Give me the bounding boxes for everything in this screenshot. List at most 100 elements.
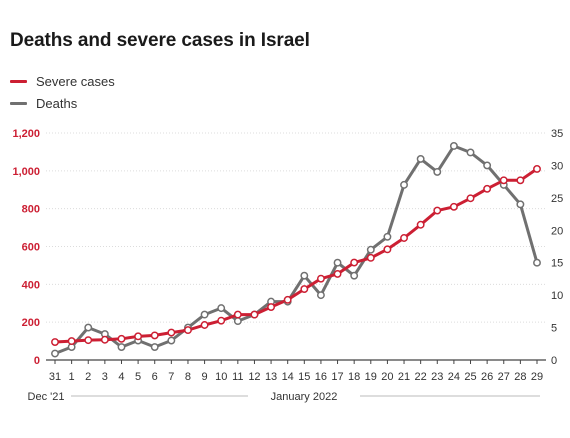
- data-point-deaths: [400, 180, 408, 189]
- data-point-deaths: [383, 232, 392, 241]
- y-axis-left: 0 200 400 600 800 1,000 1,200: [12, 128, 40, 367]
- data-point-deaths: [533, 258, 541, 267]
- x-tick-label: 5: [135, 371, 141, 383]
- data-point-severe-cases: [283, 295, 292, 304]
- x-tick-label: 14: [282, 371, 294, 383]
- period-labels: Dec '21 January 2022: [28, 391, 338, 403]
- x-tick-label: 3: [102, 371, 108, 383]
- data-point-severe-cases: [184, 326, 192, 335]
- data-point-severe-cases: [51, 338, 59, 346]
- data-point-deaths: [466, 148, 475, 157]
- data-point-severe-cases: [250, 310, 259, 319]
- data-point-severe-cases: [516, 176, 525, 185]
- y-left-tick-label: 1,200: [12, 128, 40, 140]
- legend-item-severe-cases: Severe cases: [10, 70, 115, 92]
- y-right-tick-label: 15: [551, 258, 563, 270]
- y-right-tick-label: 25: [551, 193, 563, 205]
- data-point-severe-cases: [433, 206, 442, 215]
- legend-item-deaths: Deaths: [10, 92, 115, 114]
- data-point-deaths: [167, 336, 176, 345]
- data-point-severe-cases: [233, 310, 242, 319]
- data-point-severe-cases: [350, 258, 359, 267]
- data-point-severe-cases: [300, 285, 309, 294]
- data-point-deaths: [433, 167, 442, 176]
- data-point-deaths: [483, 161, 492, 170]
- y-right-tick-label: 5: [551, 323, 557, 335]
- data-point-deaths: [366, 245, 375, 254]
- data-point-severe-cases: [466, 194, 475, 203]
- data-point-severe-cases: [333, 269, 342, 278]
- y-right-tick-label: 35: [551, 128, 563, 140]
- legend-swatch-deaths: [10, 101, 27, 105]
- period-label-dec: Dec '21: [28, 391, 65, 403]
- data-point-deaths: [316, 291, 325, 300]
- data-point-severe-cases: [416, 220, 425, 229]
- data-point-deaths: [300, 271, 309, 280]
- data-point-severe-cases: [67, 337, 76, 346]
- data-point-severe-cases: [400, 234, 408, 242]
- x-tick-label: 16: [315, 371, 327, 383]
- series-line-severe-cases: [53, 167, 539, 344]
- series-points: [51, 142, 541, 358]
- data-point-severe-cases: [449, 202, 458, 211]
- data-point-deaths: [150, 343, 159, 351]
- data-point-severe-cases: [533, 164, 541, 173]
- x-tick-label: 4: [118, 371, 124, 383]
- x-tick-label: 20: [381, 371, 393, 383]
- x-tick-label: 24: [448, 371, 460, 383]
- x-tick-label: 15: [298, 371, 310, 383]
- legend: Severe cases Deaths: [10, 70, 115, 114]
- data-point-severe-cases: [150, 331, 159, 340]
- data-point-severe-cases: [167, 328, 176, 337]
- data-point-severe-cases: [316, 274, 325, 283]
- legend-swatch-severe-cases: [10, 79, 27, 83]
- data-point-deaths: [217, 304, 226, 313]
- data-point-severe-cases: [200, 321, 209, 329]
- y-left-tick-label: 1,000: [12, 166, 40, 178]
- x-tick-label: 25: [464, 371, 476, 383]
- x-tick-label: 19: [365, 371, 377, 383]
- data-point-severe-cases: [134, 332, 143, 341]
- legend-label-deaths: Deaths: [36, 95, 78, 111]
- y-axis-right: 0 5 10 15 20 25 30 35: [551, 128, 563, 367]
- data-point-deaths: [350, 271, 359, 280]
- x-tick-label: 8: [185, 371, 191, 383]
- x-tick-label: 11: [232, 371, 243, 383]
- x-tick-label: 12: [248, 371, 260, 383]
- x-tick-label: 21: [398, 371, 410, 383]
- y-right-tick-label: 20: [551, 225, 563, 237]
- data-point-deaths: [333, 258, 342, 267]
- data-point-deaths: [117, 343, 126, 351]
- y-left-tick-label: 600: [22, 242, 40, 254]
- x-tick-label: 9: [202, 371, 208, 383]
- x-tick-label: 31: [49, 371, 61, 383]
- y-left-tick-label: 800: [22, 204, 40, 216]
- x-tick-label: 27: [498, 371, 510, 383]
- data-point-deaths: [84, 323, 93, 332]
- x-tick-label: 10: [215, 371, 227, 383]
- period-label-jan: January 2022: [271, 391, 338, 403]
- x-tick-label: 26: [481, 371, 493, 383]
- y-right-tick-label: 30: [551, 160, 563, 172]
- y-left-tick-label: 0: [34, 355, 40, 367]
- data-point-severe-cases: [117, 334, 126, 343]
- x-tick-label: 28: [514, 371, 526, 383]
- data-point-deaths: [200, 310, 209, 319]
- data-point-severe-cases: [366, 253, 375, 262]
- x-axis: 31 1 2 3 4 5 6 7 8 9 10 11 12 13 14 15 16 17 18 19 20 21 22 23 2…: [49, 360, 543, 397]
- y-left-tick-label: 200: [22, 317, 40, 329]
- x-tick-label: 1: [69, 371, 75, 383]
- x-tick-label: 7: [168, 371, 174, 383]
- data-point-deaths: [51, 349, 59, 358]
- data-point-deaths: [416, 154, 425, 163]
- data-point-severe-cases: [217, 316, 226, 325]
- x-tick-label: 18: [348, 371, 360, 383]
- x-tick-label: 6: [152, 371, 158, 383]
- x-tick-label: 2: [85, 371, 91, 383]
- data-point-deaths: [516, 200, 525, 209]
- x-tick-label: 23: [431, 371, 443, 383]
- x-tick-label: 17: [331, 371, 343, 383]
- legend-label-severe-cases: Severe cases: [36, 73, 115, 89]
